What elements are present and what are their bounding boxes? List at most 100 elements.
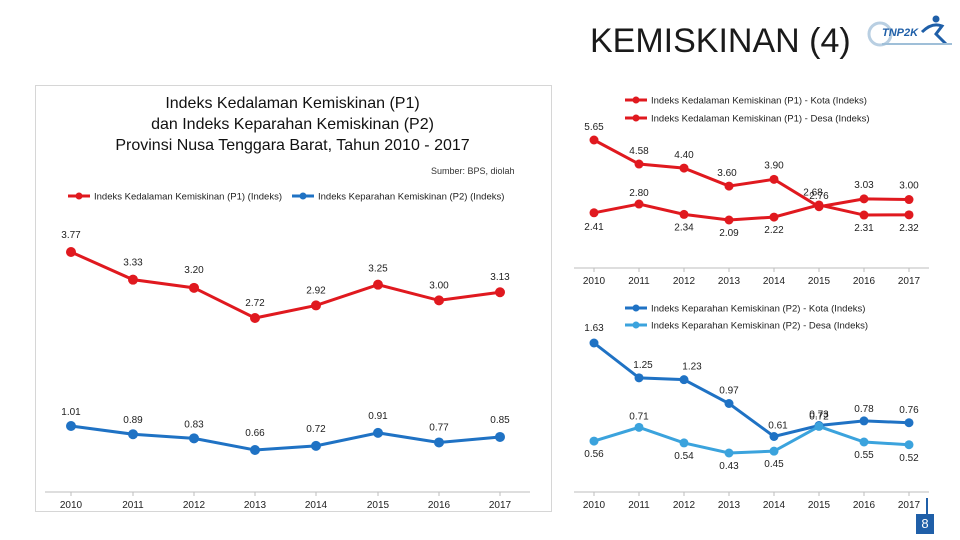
right-p1-kota-point xyxy=(904,195,914,205)
left-chart-panel xyxy=(35,85,552,512)
right-p2-x-axis-tick-label: 2012 xyxy=(673,500,696,511)
page-number: 8 xyxy=(916,514,934,534)
right-p1-x-axis-tick-label: 2015 xyxy=(808,276,831,287)
left-p2-label: 0.77 xyxy=(429,422,449,433)
right-p2-kota-point xyxy=(724,399,734,408)
right-p1-desa-point xyxy=(859,210,869,220)
left-p2-label: 0.85 xyxy=(490,415,510,426)
left-x-axis-tick-label: 2015 xyxy=(367,500,390,511)
right-p2-x-axis-tick-label: 2014 xyxy=(763,500,786,511)
right-p2-desa-point xyxy=(859,437,869,447)
right-p1-x-axis-tick-label: 2012 xyxy=(673,276,696,287)
left-p2-point xyxy=(250,445,260,455)
right-p2-kota-point xyxy=(634,373,644,383)
right-p2-desa-point xyxy=(634,422,644,432)
right-p2-kota-point xyxy=(769,432,779,441)
right-p2-kota-label: 0.78 xyxy=(854,404,874,415)
right-p2-desa-point xyxy=(769,446,779,456)
right-p2-kota-point xyxy=(679,375,689,385)
right-p2-kota-label: 0.76 xyxy=(899,405,919,416)
right-p1-legend-desa-text: Indeks Kedalaman Kemiskinan (P1) - Desa … xyxy=(651,114,870,125)
right-p1-desa-point xyxy=(634,199,644,209)
right-p2-desa-line xyxy=(593,424,910,455)
left-p2-label: 0.91 xyxy=(368,411,388,422)
source-note: Sumber: BPS, diolah xyxy=(431,166,515,176)
left-p1-point xyxy=(66,247,76,257)
right-p2-desa-label: 0.72 xyxy=(809,411,829,422)
left-p1-point xyxy=(311,300,321,311)
left-p2-point xyxy=(311,440,321,451)
right-p1-kota-point xyxy=(589,135,599,145)
logo-text: TNP2K xyxy=(882,27,919,39)
left-x-axis-tick-label: 2016 xyxy=(428,500,451,511)
right-p2-kota-point xyxy=(859,416,869,426)
right-p1-x-axis-tick-label: 2010 xyxy=(583,276,606,287)
logo-underline xyxy=(882,43,952,45)
left-legend-p1-text: Indeks Kedalaman Kemiskinan (P1) (Indeks… xyxy=(94,192,282,203)
left-p2-point xyxy=(373,427,383,438)
right-p1-desa-label: 2.31 xyxy=(854,223,874,234)
tnp2k-logo xyxy=(867,15,948,47)
right-p1-desa-label: 2.34 xyxy=(674,222,694,233)
right-p1-kota-label: 3.60 xyxy=(717,168,737,179)
right-p1-desa-label: 2.32 xyxy=(899,223,919,234)
right-p2-x-axis-tick-label: 2016 xyxy=(853,500,876,511)
left-p2-label: 1.01 xyxy=(61,407,81,418)
left-p1-point xyxy=(128,274,138,285)
right-p2-kota-label: 0.97 xyxy=(719,386,739,397)
right-p2-desa-label: 0.71 xyxy=(629,411,649,422)
right-p1-kota-label: 3.00 xyxy=(899,181,919,192)
left-legend-p2-marker xyxy=(299,192,307,200)
right-p1-kota-label: 5.65 xyxy=(584,122,604,133)
left-p2-point xyxy=(495,431,505,442)
right-p2-desa-point xyxy=(724,448,734,458)
left-p2-line xyxy=(70,424,501,452)
right-p2-x-axis-tick-label: 2013 xyxy=(718,500,741,511)
left-p1-point xyxy=(189,282,199,293)
right-p1-kota-label: 3.03 xyxy=(854,180,874,191)
right-p1-x-axis-tick-label: 2013 xyxy=(718,276,741,287)
right-p2-kota-label: 1.23 xyxy=(682,362,702,373)
right-p1-x-axis-tick-label: 2016 xyxy=(853,276,876,287)
right-p1-kota-point xyxy=(634,159,644,169)
right-p2-legend-desa-text: Indeks Keparahan Kemiskinan (P2) - Desa … xyxy=(651,321,868,332)
left-p1-label: 3.20 xyxy=(184,265,204,276)
right-p1-desa-point xyxy=(724,215,734,225)
left-p1-point xyxy=(373,279,383,290)
page-number-rule xyxy=(926,498,928,514)
left-p1-point xyxy=(495,287,505,298)
left-p2-label: 0.89 xyxy=(123,415,143,426)
left-p2-point xyxy=(128,429,138,440)
right-p2-desa-point xyxy=(589,436,599,446)
right-p2-desa-point xyxy=(814,421,824,431)
left-chart-title: Indeks Kedalaman Kemiskinan (P1) dan Ind… xyxy=(55,93,530,156)
left-x-axis-tick-label: 2013 xyxy=(244,500,267,511)
right-p1-desa-label: 2.80 xyxy=(629,188,649,199)
right-p2-kota-label: 0.73 xyxy=(809,410,829,421)
right-p2-desa-point xyxy=(679,438,689,448)
left-x-axis-tick-label: 2017 xyxy=(489,500,512,511)
right-p1-desa-label: 2.09 xyxy=(719,228,739,239)
left-p1-point xyxy=(434,295,444,306)
right-p2-kota-label: 0.61 xyxy=(768,421,788,432)
right-p1-desa-point xyxy=(814,200,824,210)
right-p1-x-axis-tick-label: 2017 xyxy=(898,276,921,287)
right-p1-desa-point xyxy=(769,212,779,222)
right-p2-desa-label: 0.56 xyxy=(584,449,604,460)
left-p2-point xyxy=(189,433,199,444)
right-p1-desa-point xyxy=(589,208,599,218)
chart-title-line-3: Provinsi Nusa Tenggara Barat, Tahun 2010… xyxy=(115,137,470,154)
left-p2-label: 0.66 xyxy=(245,428,265,439)
right-p1-desa-label: 2.22 xyxy=(764,225,784,236)
left-p1-label: 2.92 xyxy=(306,285,326,296)
right-p2-kota-line xyxy=(593,341,910,439)
right-p1-desa-point xyxy=(679,209,689,219)
left-p1-label: 3.00 xyxy=(429,280,449,291)
left-p1-point xyxy=(250,313,260,323)
left-legend-p2-text: Indeks Keparahan Kemiskinan (P2) (Indeks… xyxy=(318,192,504,203)
right-p2-desa-label: 0.52 xyxy=(899,453,919,464)
left-p1-label: 2.72 xyxy=(245,298,265,309)
left-x-axis-tick-label: 2012 xyxy=(183,500,206,511)
right-p2-legend-desa-marker xyxy=(632,321,640,329)
left-p1-label: 3.77 xyxy=(61,230,81,241)
